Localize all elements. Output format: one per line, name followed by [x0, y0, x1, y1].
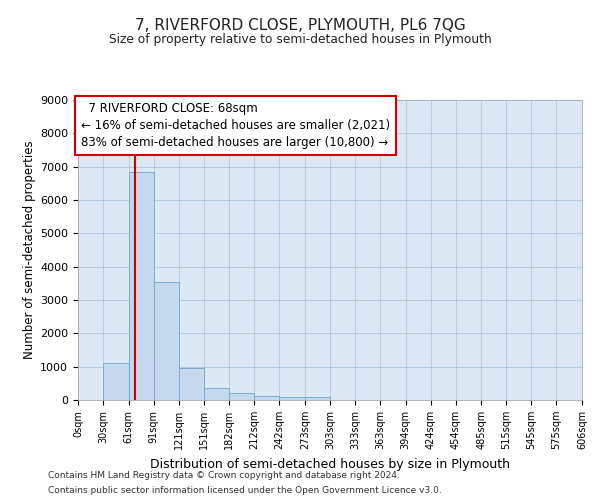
Bar — [103, 364, 129, 400]
Bar — [229, 392, 254, 400]
Bar — [154, 282, 179, 400]
X-axis label: Distribution of semi-detached houses by size in Plymouth: Distribution of semi-detached houses by … — [150, 458, 510, 470]
Bar — [203, 388, 229, 400]
Bar — [179, 368, 203, 400]
Text: 7, RIVERFORD CLOSE, PLYMOUTH, PL6 7QG: 7, RIVERFORD CLOSE, PLYMOUTH, PL6 7QG — [134, 18, 466, 32]
Text: Contains public sector information licensed under the Open Government Licence v3: Contains public sector information licen… — [48, 486, 442, 495]
Text: Contains HM Land Registry data © Crown copyright and database right 2024.: Contains HM Land Registry data © Crown c… — [48, 471, 400, 480]
Bar — [129, 172, 154, 400]
Bar — [254, 396, 279, 400]
Bar — [305, 396, 330, 400]
Y-axis label: Number of semi-detached properties: Number of semi-detached properties — [23, 140, 36, 360]
Bar — [279, 396, 305, 400]
Text: Size of property relative to semi-detached houses in Plymouth: Size of property relative to semi-detach… — [109, 32, 491, 46]
Text: 7 RIVERFORD CLOSE: 68sqm
← 16% of semi-detached houses are smaller (2,021)
83% o: 7 RIVERFORD CLOSE: 68sqm ← 16% of semi-d… — [82, 102, 391, 148]
